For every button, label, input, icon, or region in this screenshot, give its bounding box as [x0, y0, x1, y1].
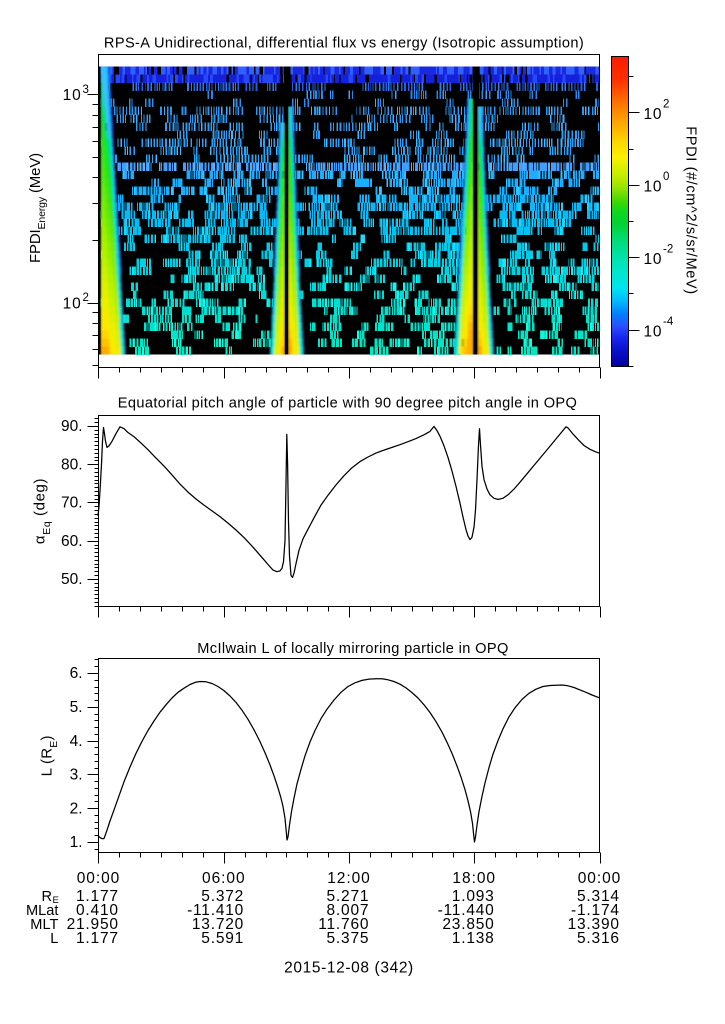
svg-text:10: 10 — [644, 179, 663, 196]
svg-text:2: 2 — [83, 292, 89, 304]
svg-text:FPDI (#/cm^2/s/sr/MeV): FPDI (#/cm^2/s/sr/MeV) — [683, 126, 699, 294]
svg-text:4.: 4. — [70, 733, 83, 750]
svg-text:5.316: 5.316 — [577, 930, 620, 947]
svg-text:12:00: 12:00 — [327, 870, 371, 887]
svg-text:2015-12-08 (342): 2015-12-08 (342) — [284, 959, 414, 976]
svg-text:1.: 1. — [70, 834, 83, 851]
svg-text:18:00: 18:00 — [452, 870, 496, 887]
svg-text:60.: 60. — [61, 533, 83, 550]
svg-text:10: 10 — [63, 295, 82, 312]
svg-text:5.591: 5.591 — [201, 930, 244, 947]
svg-text:RPS-A Unidirectional, differen: RPS-A Unidirectional, differential flux … — [104, 36, 584, 52]
svg-text:10: 10 — [644, 323, 663, 340]
svg-text:80.: 80. — [61, 457, 83, 474]
svg-text:-2: -2 — [663, 243, 673, 255]
svg-text:00:00: 00:00 — [578, 870, 622, 887]
svg-text:3.: 3. — [70, 767, 83, 784]
svg-text:10: 10 — [63, 87, 82, 104]
svg-text:90.: 90. — [61, 418, 83, 435]
svg-text:3: 3 — [83, 84, 89, 96]
svg-text:10: 10 — [644, 251, 663, 268]
svg-text:1.177: 1.177 — [76, 930, 119, 947]
svg-text:50.: 50. — [61, 571, 83, 588]
svg-text:2: 2 — [663, 99, 669, 111]
svg-text:-4: -4 — [663, 316, 674, 328]
svg-text:L: L — [50, 931, 58, 947]
svg-text:5.: 5. — [70, 699, 83, 716]
svg-text:06:00: 06:00 — [202, 870, 246, 887]
svg-text:McIlwain L of locally mirrorin: McIlwain L of locally mirroring particle… — [197, 641, 508, 657]
svg-text:70.: 70. — [61, 495, 83, 512]
svg-text:1.138: 1.138 — [452, 930, 495, 947]
svg-text:6.: 6. — [70, 665, 83, 682]
svg-text:10: 10 — [644, 106, 663, 123]
svg-text:Equatorial pitch angle of part: Equatorial pitch angle of particle with … — [118, 395, 578, 411]
svg-text:0: 0 — [663, 171, 669, 183]
svg-text:00:00: 00:00 — [77, 870, 121, 887]
svg-text:2.: 2. — [70, 801, 83, 818]
svg-text:5.375: 5.375 — [327, 930, 370, 947]
